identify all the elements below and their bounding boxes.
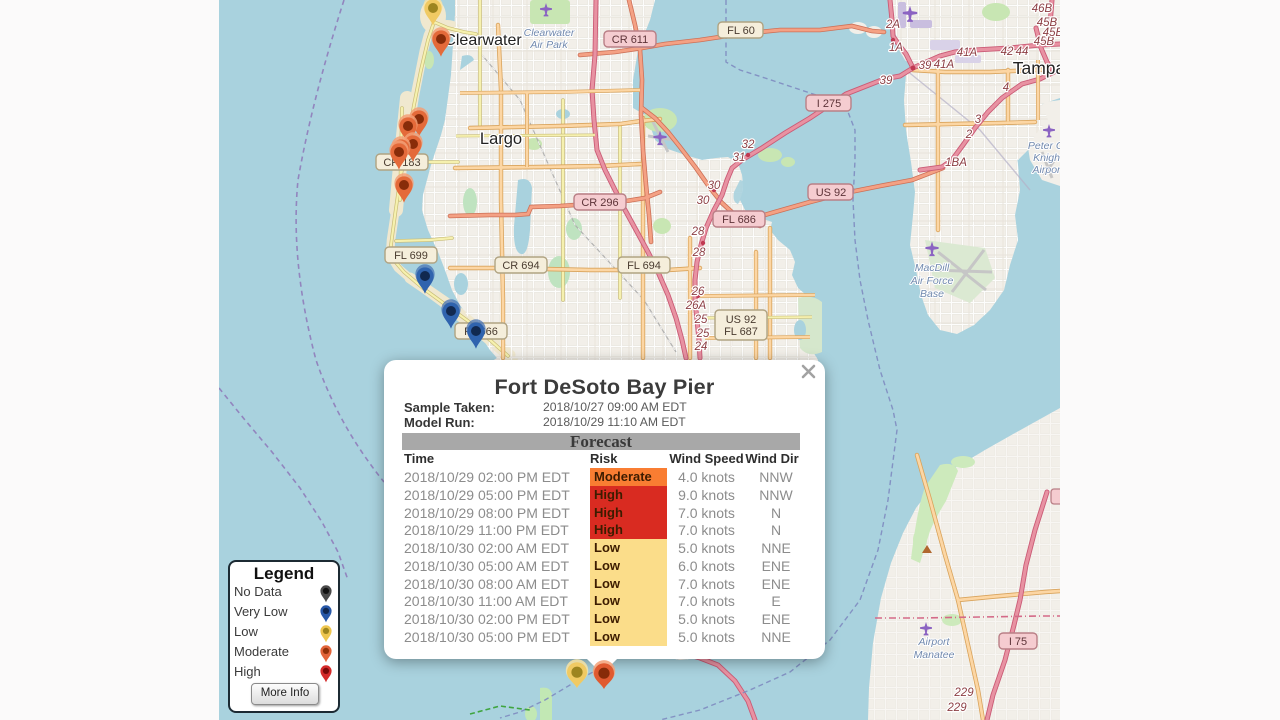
- svg-text:CR 296: CR 296: [581, 197, 618, 209]
- svg-text:I 275: I 275: [817, 98, 841, 110]
- svg-text:Knight: Knight: [1033, 152, 1060, 164]
- svg-text:FL 699: FL 699: [394, 250, 428, 262]
- svg-text:25: 25: [694, 314, 708, 326]
- svg-text:24: 24: [694, 341, 708, 353]
- svg-text:FL 694: FL 694: [627, 260, 661, 272]
- svg-text:Airport: Airport: [1032, 164, 1060, 176]
- svg-text:US 92: US 92: [726, 314, 757, 326]
- svg-text:1BA: 1BA: [945, 157, 967, 169]
- svg-text:30: 30: [708, 180, 721, 192]
- svg-text:31: 31: [733, 152, 746, 164]
- svg-text:41A: 41A: [957, 47, 978, 59]
- svg-text:CR 694: CR 694: [502, 260, 539, 272]
- svg-text:44: 44: [1016, 46, 1029, 58]
- svg-text:45B: 45B: [1034, 36, 1055, 48]
- svg-text:Peter O: Peter O: [1028, 140, 1060, 152]
- svg-text:Manatee: Manatee: [914, 649, 955, 661]
- svg-text:Air Park: Air Park: [529, 39, 568, 51]
- svg-text:2: 2: [965, 129, 973, 141]
- svg-text:32: 32: [742, 139, 755, 151]
- svg-text:MacDill: MacDill: [915, 262, 950, 274]
- svg-text:26: 26: [691, 286, 705, 298]
- svg-text:45B: 45B: [1043, 27, 1060, 39]
- svg-text:28: 28: [691, 226, 705, 238]
- svg-text:39: 39: [880, 75, 893, 87]
- svg-text:26A: 26A: [685, 300, 707, 312]
- svg-text:30: 30: [697, 195, 710, 207]
- svg-text:FL 60: FL 60: [727, 25, 755, 37]
- svg-text:Largo: Largo: [480, 130, 522, 148]
- svg-text:229: 229: [946, 702, 967, 714]
- svg-text:45B: 45B: [1037, 17, 1058, 29]
- svg-text:US 92: US 92: [816, 187, 847, 199]
- svg-text:3: 3: [975, 114, 982, 126]
- svg-text:39: 39: [919, 60, 932, 72]
- svg-text:FL 686: FL 686: [722, 214, 756, 226]
- svg-text:Airport: Airport: [918, 636, 951, 648]
- svg-text:2A: 2A: [885, 19, 900, 31]
- svg-text:41A: 41A: [934, 59, 955, 71]
- svg-text:28: 28: [692, 247, 706, 259]
- svg-text:Base: Base: [920, 288, 944, 300]
- svg-text:Air Force: Air Force: [910, 275, 954, 287]
- svg-text:CR 611: CR 611: [612, 34, 648, 46]
- svg-text:42: 42: [1001, 46, 1014, 58]
- svg-text:229: 229: [953, 687, 974, 699]
- svg-text:4: 4: [1003, 82, 1009, 94]
- svg-text:Clearwater: Clearwater: [524, 27, 575, 39]
- svg-text:25: 25: [696, 328, 710, 340]
- svg-text:Tampa: Tampa: [1013, 58, 1060, 78]
- svg-text:46B: 46B: [1032, 3, 1053, 15]
- svg-text:1A: 1A: [889, 42, 903, 54]
- svg-text:I 75: I 75: [1009, 636, 1027, 648]
- svg-text:Clearwater: Clearwater: [444, 32, 522, 49]
- svg-text:FL 687: FL 687: [724, 326, 758, 338]
